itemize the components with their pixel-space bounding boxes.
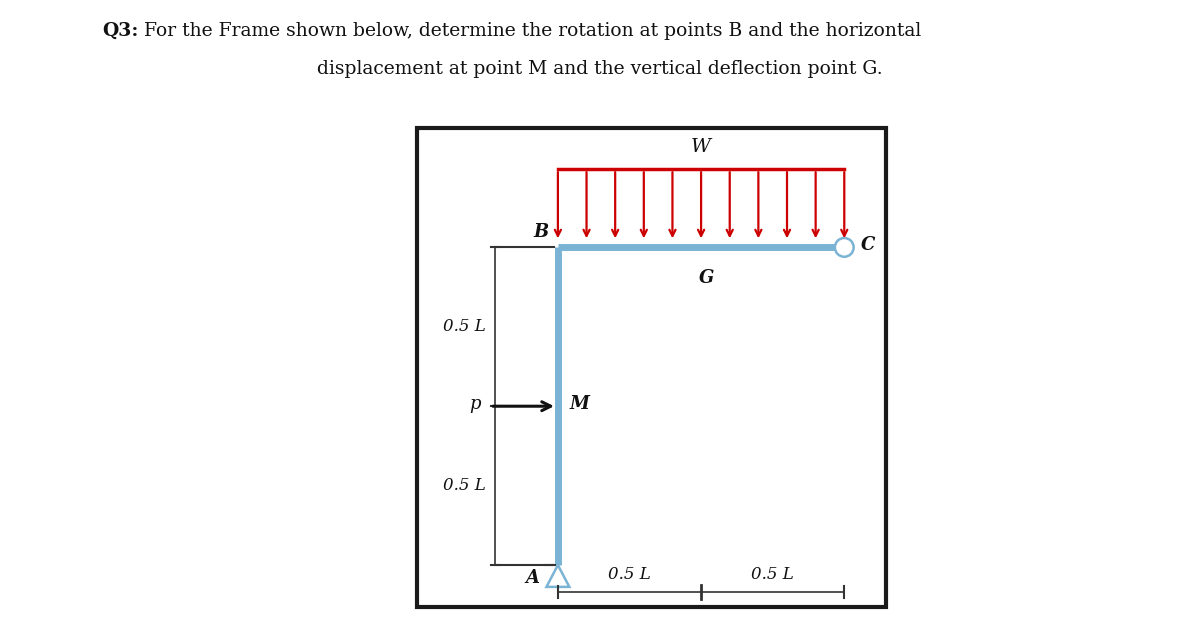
Text: For the Frame shown below, determine the rotation at points B and the horizontal: For the Frame shown below, determine the… — [138, 22, 922, 40]
Text: B: B — [533, 223, 548, 241]
Text: 0.5 L: 0.5 L — [751, 566, 794, 583]
Text: G: G — [698, 269, 714, 287]
Text: C: C — [860, 236, 875, 254]
Text: 0.5 L: 0.5 L — [443, 477, 486, 494]
Text: Q3:: Q3: — [102, 22, 138, 40]
Text: A: A — [526, 569, 540, 587]
Text: 0.5 L: 0.5 L — [443, 318, 486, 335]
Polygon shape — [546, 565, 569, 587]
Circle shape — [835, 238, 853, 257]
Text: 0.5 L: 0.5 L — [608, 566, 650, 583]
Text: p: p — [469, 394, 481, 413]
Text: M: M — [569, 394, 589, 413]
Text: W: W — [691, 138, 712, 156]
Text: displacement at point M and the vertical deflection point G.: displacement at point M and the vertical… — [317, 60, 883, 78]
